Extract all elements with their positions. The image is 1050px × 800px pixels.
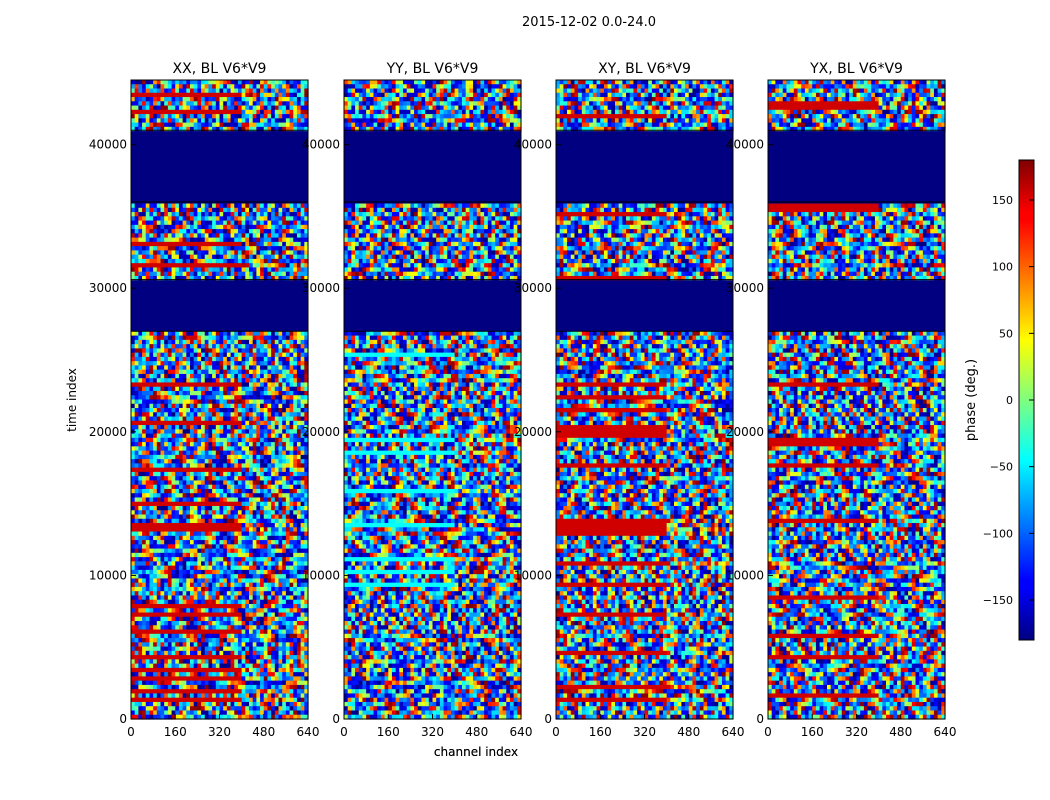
colorbar-tick-label-6: 150 <box>992 194 1013 207</box>
figure: 2015-12-02 0.0-24.0 XX, BL V6*V9 0 160 320 4… <box>0 0 1050 800</box>
colorbar-tick-label-2: −50 <box>990 461 1013 474</box>
y-tick-label-2-0: 0 <box>544 712 552 726</box>
y-axis-label: time index <box>65 368 79 432</box>
x-tick-label-2-0: 0 <box>552 725 560 739</box>
colorbar-tick-label-0: −150 <box>983 594 1013 607</box>
x-tick-label-1-1: 160 <box>377 725 400 739</box>
panel-3: YX, BL V6*V9 0 160 320 480 640 0 10000 20000 3000… <box>726 61 957 739</box>
y-tick-label-1-4: 40000 <box>302 138 340 152</box>
panel-title-0: XX, BL V6*V9 <box>173 61 267 77</box>
y-tick-label-1-2: 20000 <box>302 425 340 439</box>
x-tick-label-2-3: 480 <box>677 725 700 739</box>
x-tick-label-0-1: 160 <box>164 725 187 739</box>
x-tick-label-0-4: 640 <box>297 725 320 739</box>
y-tick-label-2-4: 40000 <box>514 138 552 152</box>
colorbar-tick-label-1: −100 <box>983 527 1013 540</box>
y-tick-label-0-3: 30000 <box>89 281 127 295</box>
y-tick-label-0-2: 20000 <box>89 425 127 439</box>
y-tick-label-3-0: 0 <box>756 712 764 726</box>
colorbar-label: phase (deg.) <box>964 359 979 441</box>
x-tick-label-0-3: 480 <box>252 725 275 739</box>
panel-title-1: YY, BL V6*V9 <box>386 61 479 77</box>
x-tick-label-3-2: 320 <box>845 725 868 739</box>
colorbar-tick-label-4: 50 <box>999 327 1013 340</box>
panel-title-3: YX, BL V6*V9 <box>809 61 903 77</box>
heatmap-0 <box>131 80 309 720</box>
y-tick-label-3-2: 20000 <box>726 425 764 439</box>
panel-1: YY, BL V6*V9 0 160 320 480 640 0 10000 20000 3000… <box>302 61 533 759</box>
x-tick-label-1-0: 0 <box>340 725 348 739</box>
y-tick-label-1-1: 10000 <box>302 568 340 582</box>
x-tick-label-2-4: 640 <box>722 725 745 739</box>
panel-title-2: XY, BL V6*V9 <box>598 61 691 77</box>
colorbar-tick-label-3: 0 <box>1006 394 1013 407</box>
heatmap-2 <box>556 80 734 720</box>
x-tick-label-3-4: 640 <box>934 725 957 739</box>
y-tick-label-3-3: 30000 <box>726 281 764 295</box>
figure-suptitle: 2015-12-02 0.0-24.0 <box>522 15 656 30</box>
x-tick-label-2-1: 160 <box>589 725 612 739</box>
x-tick-label-3-3: 480 <box>889 725 912 739</box>
y-tick-label-2-2: 20000 <box>514 425 552 439</box>
panels: XX, BL V6*V9 0 160 320 480 640 0 10000 20000 3000… <box>65 61 956 759</box>
heatmap-1 <box>344 80 522 720</box>
y-tick-label-1-3: 30000 <box>302 281 340 295</box>
colorbar-tick-label-5: 100 <box>992 261 1013 274</box>
x-tick-label-1-3: 480 <box>465 725 488 739</box>
y-tick-label-1-0: 0 <box>332 712 340 726</box>
x-tick-label-2-2: 320 <box>633 725 656 739</box>
y-tick-label-0-4: 40000 <box>89 138 127 152</box>
y-tick-label-2-1: 10000 <box>514 568 552 582</box>
x-tick-label-1-4: 640 <box>510 725 533 739</box>
y-tick-label-3-4: 40000 <box>726 138 764 152</box>
x-tick-label-1-2: 320 <box>421 725 444 739</box>
y-tick-label-2-3: 30000 <box>514 281 552 295</box>
y-tick-label-3-1: 10000 <box>726 568 764 582</box>
x-tick-label-3-1: 160 <box>801 725 824 739</box>
x-tick-label-0-2: 320 <box>208 725 231 739</box>
panel-2: XY, BL V6*V9 0 160 320 480 640 0 10000 20000 3000… <box>514 61 745 739</box>
heatmap-3 <box>768 80 946 720</box>
x-tick-label-0-0: 0 <box>127 725 135 739</box>
y-tick-label-0-0: 0 <box>119 712 127 726</box>
x-tick-label-3-0: 0 <box>764 725 772 739</box>
colorbar: −150 −100 −50 0 50 100 150 phase (deg.) <box>964 160 1034 640</box>
y-tick-label-0-1: 10000 <box>89 568 127 582</box>
x-axis-label: channel index <box>434 745 518 759</box>
